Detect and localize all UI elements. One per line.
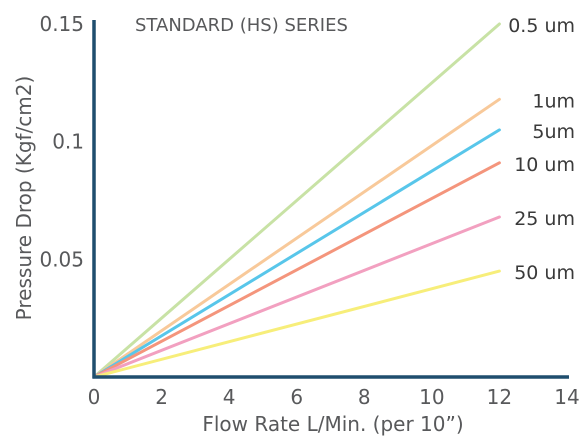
x-tick-label: 12 [487,385,512,409]
y-axis-title: Pressure Drop (Kgf/cm2) [12,76,36,321]
series-label-2: 1um [532,90,575,112]
axes-layer [92,20,569,379]
series-line-4 [92,161,501,379]
series-line-5 [92,215,501,379]
tick-labels: 0 2 4 6 8 10 12 14 0.05 0.1 0.15 [39,12,579,409]
x-tick-label: 8 [358,385,371,409]
x-tick-label: 0 [88,385,101,409]
y-tick-label: 0.1 [52,130,84,154]
y-tick-label: 0.15 [39,12,84,36]
x-tick-label: 10 [419,385,444,409]
series-line-1 [92,22,501,379]
series-line-3 [92,128,501,379]
series-label-4: 10 um [514,154,575,176]
x-tick-label: 2 [155,385,168,409]
series-line-2 [92,97,501,379]
x-axis-title: Flow Rate L/Min. (per 10”) [202,412,463,436]
x-tick-label: 6 [290,385,303,409]
series-label-5: 25 um [514,208,575,230]
series-label-1: 0.5 um [508,15,575,37]
series-label-6: 50 um [514,262,575,284]
x-tick-label: 4 [223,385,236,409]
chart-title: STANDARD (HS) SERIES [135,15,348,36]
series-layer [92,22,501,379]
x-tick-label: 14 [554,385,579,409]
series-labels: 0.5 um 1um 5um 10 um 25 um 50 um [508,15,575,284]
series-label-3: 5um [532,121,575,143]
y-tick-label: 0.05 [39,247,84,271]
series-line-6 [92,269,501,379]
